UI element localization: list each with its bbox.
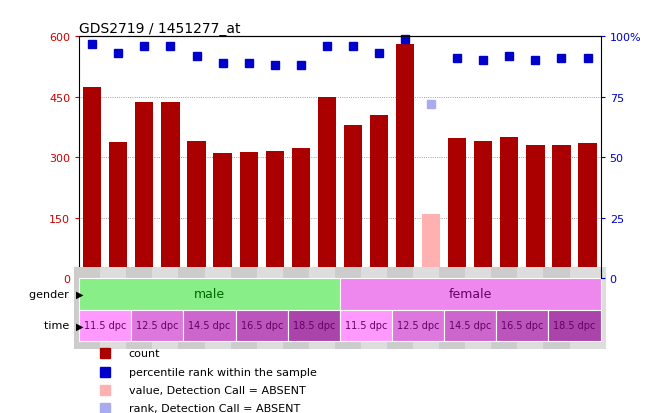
Text: percentile rank within the sample: percentile rank within the sample bbox=[129, 367, 317, 377]
Bar bbox=[83, 88, 102, 278]
Text: 12.5 dpc: 12.5 dpc bbox=[136, 320, 179, 330]
Bar bbox=[340, 278, 601, 310]
Bar bbox=[340, 310, 392, 341]
Text: GSM158620: GSM158620 bbox=[401, 281, 410, 336]
Bar bbox=[552, 146, 571, 278]
Bar bbox=[265, 152, 284, 278]
Bar bbox=[187, 142, 206, 278]
Bar bbox=[135, 103, 154, 278]
Text: GSM158607: GSM158607 bbox=[218, 281, 227, 336]
Bar bbox=[288, 310, 340, 341]
Text: 11.5 dpc: 11.5 dpc bbox=[84, 320, 127, 330]
Text: male: male bbox=[194, 288, 225, 301]
Text: GSM158596: GSM158596 bbox=[88, 281, 97, 336]
Bar bbox=[131, 310, 183, 341]
Text: GSM158610: GSM158610 bbox=[296, 281, 306, 336]
Bar bbox=[396, 45, 414, 278]
Text: GSM158599: GSM158599 bbox=[114, 281, 123, 336]
Text: GSM158621: GSM158621 bbox=[426, 281, 436, 336]
Text: GSM158625: GSM158625 bbox=[505, 281, 514, 336]
Text: 18.5 dpc: 18.5 dpc bbox=[553, 320, 596, 330]
Text: 14.5 dpc: 14.5 dpc bbox=[449, 320, 492, 330]
Bar bbox=[109, 142, 127, 278]
Text: GDS2719 / 1451277_at: GDS2719 / 1451277_at bbox=[79, 22, 241, 36]
Text: GSM158609: GSM158609 bbox=[270, 281, 279, 336]
Bar bbox=[183, 310, 236, 341]
Bar bbox=[292, 149, 310, 278]
Text: 14.5 dpc: 14.5 dpc bbox=[188, 320, 231, 330]
Text: rank, Detection Call = ABSENT: rank, Detection Call = ABSENT bbox=[129, 403, 300, 413]
Text: ▶: ▶ bbox=[76, 289, 83, 299]
Bar bbox=[444, 310, 496, 341]
Bar bbox=[344, 126, 362, 278]
Text: GSM158624: GSM158624 bbox=[478, 281, 488, 336]
Text: GSM158602: GSM158602 bbox=[140, 281, 149, 336]
Bar bbox=[578, 144, 597, 278]
Text: 12.5 dpc: 12.5 dpc bbox=[397, 320, 440, 330]
Text: 16.5 dpc: 16.5 dpc bbox=[501, 320, 544, 330]
Text: 16.5 dpc: 16.5 dpc bbox=[240, 320, 283, 330]
Bar bbox=[548, 310, 601, 341]
Bar bbox=[500, 138, 519, 278]
Text: GSM158618: GSM158618 bbox=[374, 281, 383, 336]
Text: GSM158616: GSM158616 bbox=[348, 281, 358, 336]
Bar bbox=[392, 310, 444, 341]
Bar bbox=[422, 214, 440, 278]
Text: female: female bbox=[449, 288, 492, 301]
Text: GSM158630: GSM158630 bbox=[583, 281, 592, 336]
Bar bbox=[474, 142, 492, 278]
Text: gender: gender bbox=[29, 289, 73, 299]
Text: GSM158622: GSM158622 bbox=[453, 281, 462, 336]
Bar bbox=[526, 146, 544, 278]
Bar bbox=[213, 154, 232, 278]
Text: GSM158604: GSM158604 bbox=[166, 281, 175, 336]
Text: ▶: ▶ bbox=[76, 320, 83, 330]
Text: GSM158608: GSM158608 bbox=[244, 281, 253, 336]
Bar bbox=[240, 153, 258, 278]
Bar bbox=[79, 278, 340, 310]
Text: time: time bbox=[44, 320, 73, 330]
Bar bbox=[79, 310, 131, 341]
Bar bbox=[448, 138, 467, 278]
Bar bbox=[236, 310, 288, 341]
Bar bbox=[370, 116, 388, 278]
Bar bbox=[317, 97, 336, 278]
Text: GSM158628: GSM158628 bbox=[557, 281, 566, 336]
Bar bbox=[161, 103, 180, 278]
Text: GSM158626: GSM158626 bbox=[531, 281, 540, 336]
Text: count: count bbox=[129, 349, 160, 358]
Text: 11.5 dpc: 11.5 dpc bbox=[345, 320, 387, 330]
Text: GSM158611: GSM158611 bbox=[322, 281, 331, 336]
Text: value, Detection Call = ABSENT: value, Detection Call = ABSENT bbox=[129, 385, 306, 395]
Text: 18.5 dpc: 18.5 dpc bbox=[292, 320, 335, 330]
Bar bbox=[496, 310, 548, 341]
Text: GSM158606: GSM158606 bbox=[192, 281, 201, 336]
